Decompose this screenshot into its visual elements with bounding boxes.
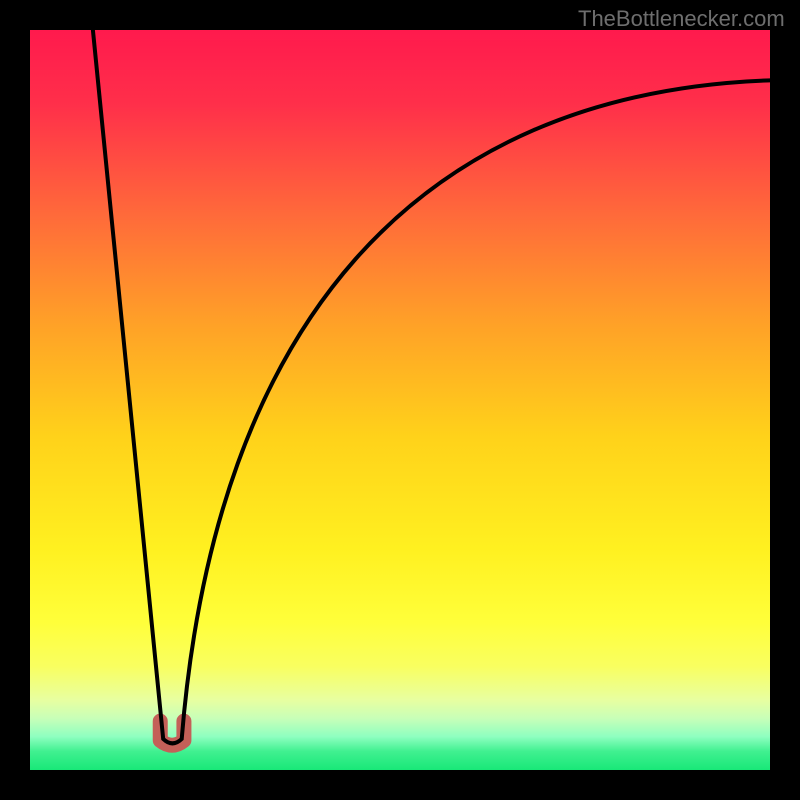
bottleneck-chart	[0, 0, 800, 800]
watermark-text: TheBottlenecker.com	[578, 6, 785, 32]
gradient-background	[30, 30, 770, 770]
